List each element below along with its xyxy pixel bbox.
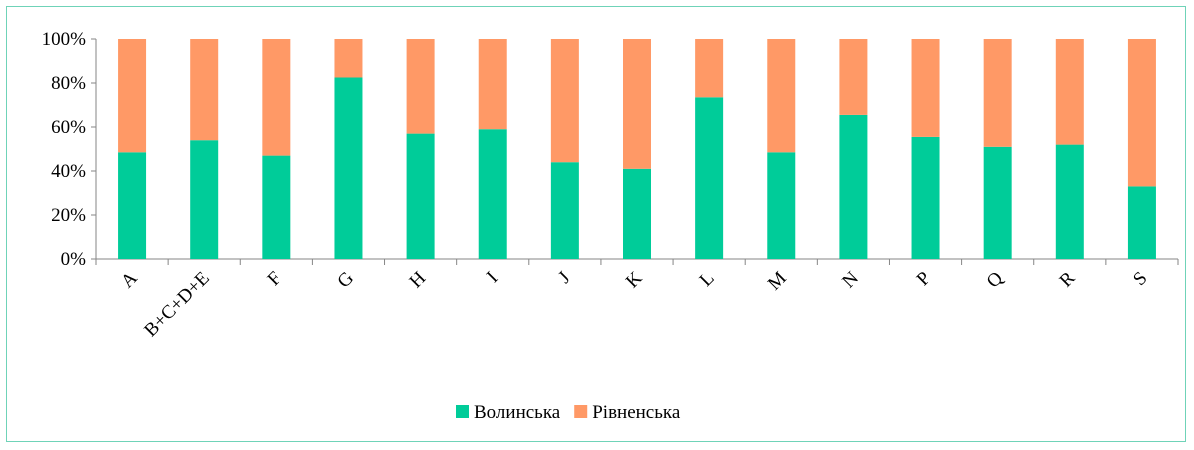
- x-tick-label: Q: [983, 267, 1008, 292]
- x-tick-label: A: [117, 267, 142, 292]
- bar-series2-5: [478, 39, 507, 130]
- x-tick-label: F: [264, 268, 286, 290]
- bar-series2-9: [767, 39, 796, 153]
- bar-series2-13: [1055, 39, 1084, 145]
- bar-series1-0: [118, 152, 147, 259]
- x-tick-label: P: [913, 268, 935, 290]
- bar-series1-11: [911, 136, 940, 259]
- y-axis-labels: 0% 20% 40% 60% 80% 100%: [42, 29, 87, 270]
- y-tick-label: 80%: [51, 73, 86, 94]
- y-tick-label: 20%: [51, 205, 86, 226]
- x-tick-label: S: [1129, 268, 1151, 290]
- bar-series2-6: [550, 39, 579, 163]
- x-tick-label: N: [838, 267, 863, 292]
- bar-series1-1: [190, 140, 219, 259]
- bar-series1-4: [406, 133, 435, 259]
- chart-bars: [118, 39, 1156, 260]
- x-tick-label: R: [1056, 267, 1080, 291]
- x-tick-label: B+C+D+E: [140, 268, 213, 341]
- x-tick-label: H: [406, 267, 431, 292]
- y-tick-label: 40%: [51, 161, 86, 182]
- bar-series1-10: [839, 114, 868, 260]
- x-tick-label: J: [554, 268, 574, 288]
- bar-series2-3: [334, 39, 363, 78]
- y-tick-label: 100%: [42, 29, 87, 50]
- y-tick-label: 0%: [61, 249, 87, 270]
- bar-series1-5: [478, 129, 507, 259]
- x-tick-label: K: [622, 267, 647, 292]
- bar-series2-2: [262, 39, 291, 156]
- bar-series1-3: [334, 77, 363, 259]
- x-axis-labels: AB+C+D+E F G H I J K L M N P Q R S: [117, 267, 1151, 341]
- bar-series1-9: [767, 152, 796, 259]
- bar-series2-1: [190, 39, 219, 141]
- chart-legend: Волинська Рівненська: [456, 402, 681, 423]
- bar-series1-13: [1055, 144, 1084, 259]
- y-tick-label: 60%: [51, 117, 86, 138]
- legend-swatch: [456, 405, 469, 418]
- bar-series1-7: [623, 168, 651, 259]
- legend-swatch: [574, 405, 588, 418]
- bar-series2-7: [623, 39, 651, 169]
- bar-series2-12: [983, 39, 1012, 147]
- bar-series2-0: [118, 39, 147, 153]
- bar-series2-8: [695, 39, 724, 98]
- bar-series1-6: [550, 162, 579, 259]
- bar-series1-12: [983, 146, 1012, 259]
- legend-label: Рівненська: [592, 402, 681, 423]
- bar-series1-2: [262, 155, 291, 259]
- bar-series2-4: [406, 39, 435, 134]
- x-tick-label: G: [333, 267, 358, 292]
- x-tick-label: I: [483, 268, 502, 287]
- bar-series2-10: [839, 39, 868, 115]
- bar-series2-11: [911, 39, 940, 137]
- bar-series2-14: [1127, 39, 1156, 187]
- bar-series1-8: [695, 97, 724, 259]
- legend-label: Волинська: [474, 402, 561, 423]
- x-tick-label: L: [696, 268, 719, 291]
- x-tick-label: M: [764, 268, 791, 295]
- bar-series1-14: [1127, 186, 1156, 259]
